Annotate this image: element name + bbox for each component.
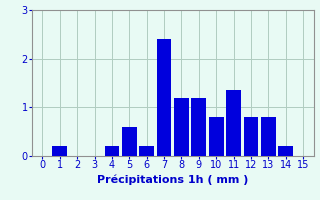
Bar [139, 146, 154, 156]
Bar [174, 98, 189, 156]
Bar [209, 117, 224, 156]
Bar [52, 146, 67, 156]
Bar [278, 146, 293, 156]
X-axis label: Précipitations 1h ( mm ): Précipitations 1h ( mm ) [97, 174, 249, 185]
Bar [157, 39, 172, 156]
Bar [261, 117, 276, 156]
Bar [244, 117, 259, 156]
Bar [226, 90, 241, 156]
Bar [191, 98, 206, 156]
Bar [105, 146, 119, 156]
Bar [122, 127, 137, 156]
